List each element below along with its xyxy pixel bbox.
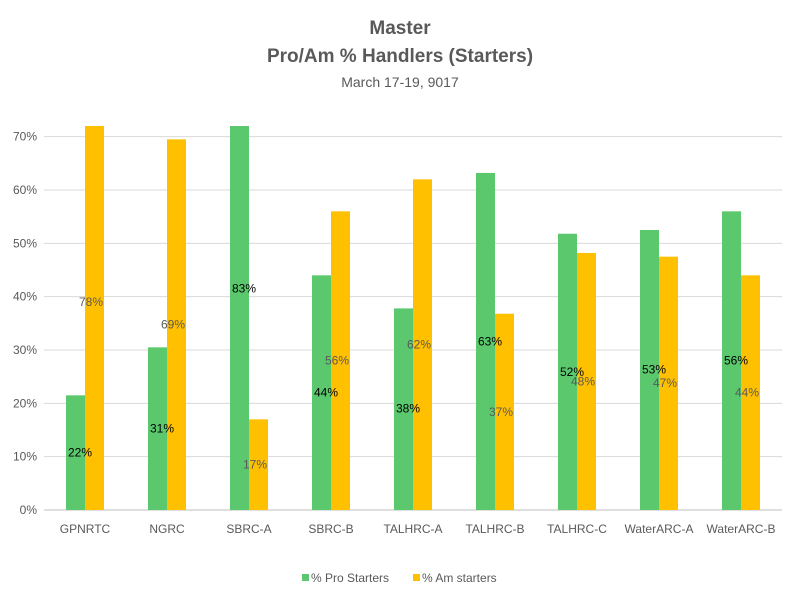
chart-date-line: March 17-19, 9017 <box>341 74 459 90</box>
data-labels: 22%78%31%69%83%17%44%56%38%62% 63%37%52%4… <box>68 282 759 472</box>
am-starters-bar <box>85 126 104 510</box>
pro-starters-bar <box>558 233 577 510</box>
am-starters-bar <box>331 211 350 511</box>
y-tick-label: 40% <box>13 290 37 304</box>
pro-starters-data-label: 31% <box>150 421 174 435</box>
y-axis: 0% 10% 20% 30% 40% 50% 60% 70% <box>13 130 37 517</box>
pro-starters-bar <box>722 211 741 511</box>
am-starters-bar <box>495 313 514 510</box>
x-category-label: WaterARC-B <box>707 522 776 536</box>
pro-starters-bar <box>394 308 413 510</box>
am-starters-bar <box>577 252 596 510</box>
x-category-label: TALHRC-B <box>465 522 524 536</box>
pro-starters-data-label: 38% <box>396 402 420 416</box>
y-tick-label: 30% <box>13 343 37 357</box>
x-category-label: TALHRC-C <box>547 522 607 536</box>
pro-starters-bar <box>312 275 331 510</box>
pro-starters-data-label: 83% <box>232 282 256 296</box>
x-category-label: WaterARC-A <box>625 522 694 536</box>
am-starters-data-label: 37% <box>489 405 513 419</box>
am-starters-data-label: 69% <box>161 317 185 331</box>
pro-starters-data-label: 44% <box>314 386 338 400</box>
am-starters-data-label: 78% <box>79 295 103 309</box>
x-category-label: SBRC-B <box>308 522 353 536</box>
y-tick-label: 70% <box>13 130 37 144</box>
legend-swatch-pro <box>302 574 309 581</box>
legend-swatch-am <box>413 574 420 581</box>
pro-starters-data-label: 53% <box>642 363 666 377</box>
x-axis: GPNRTC NGRC SBRC-A SBRC-B TALHRC-A TALHRC-B TA… <box>60 522 776 536</box>
am-starters-data-label: 47% <box>653 376 677 390</box>
pro-starters-data-label: 22% <box>68 445 92 459</box>
am-starters-bar <box>167 139 186 511</box>
pro-starters-bar <box>640 230 659 510</box>
am-starters-bar <box>249 419 268 510</box>
y-tick-label: 20% <box>13 396 37 410</box>
pro-starters-data-label: 56% <box>724 354 748 368</box>
am-starters-bar <box>659 256 678 510</box>
x-category-label: GPNRTC <box>60 522 111 536</box>
pro-starters-bar <box>148 347 167 510</box>
y-tick-label: 50% <box>13 236 37 250</box>
am-starters-data-label: 44% <box>735 386 759 400</box>
x-category-label: TALHRC-A <box>383 522 442 536</box>
legend-label-am: % Am starters <box>422 571 497 585</box>
pro-starters-data-label: 63% <box>478 334 502 348</box>
am-starters-data-label: 17% <box>243 458 267 472</box>
legend-label-pro: % Pro Starters <box>311 571 389 585</box>
am-starters-data-label: 62% <box>407 338 431 352</box>
pro-starters-bar <box>230 126 249 510</box>
am-starters-data-label: 48% <box>571 374 595 388</box>
pro-starters-data-label: 52% <box>560 365 584 379</box>
am-starters-bar <box>413 179 432 511</box>
pro-starters-bar <box>66 395 85 510</box>
y-tick-label: 0% <box>20 503 38 517</box>
y-tick-label: 60% <box>13 183 37 197</box>
bars <box>66 126 760 511</box>
x-category-label: SBRC-A <box>226 522 271 536</box>
am-starters-bar <box>741 275 760 510</box>
legend: % Pro Starters % Am starters <box>302 571 497 585</box>
x-category-label: NGRC <box>149 522 185 536</box>
chart-title: Master <box>369 18 431 39</box>
am-starters-data-label: 56% <box>325 354 349 368</box>
chart-subtitle: Pro/Am % Handlers (Starters) <box>267 46 533 67</box>
y-tick-label: 10% <box>13 450 37 464</box>
pro-starters-bar <box>476 172 495 510</box>
